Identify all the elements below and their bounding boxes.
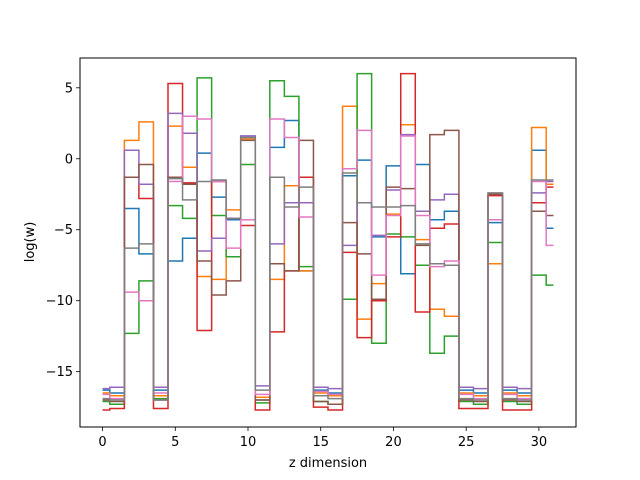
x-tick-label: 10 bbox=[240, 435, 257, 450]
y-tick-label: −5 bbox=[54, 223, 73, 238]
y-tick-label: −15 bbox=[46, 365, 73, 380]
y-axis: −15 −10 −5 0 5 bbox=[46, 81, 80, 380]
x-tick-label: 15 bbox=[312, 435, 329, 450]
y-axis-label: log(w) bbox=[23, 222, 38, 263]
series-line-4 bbox=[102, 72, 554, 411]
x-tick-label: 25 bbox=[458, 435, 475, 450]
x-axis-label: z dimension bbox=[289, 456, 367, 471]
series-line-8 bbox=[102, 136, 554, 401]
series-layer bbox=[102, 72, 554, 411]
x-tick-label: 5 bbox=[171, 435, 179, 450]
x-tick-label: 20 bbox=[385, 435, 402, 450]
x-tick-label: 0 bbox=[98, 435, 106, 450]
y-tick-label: 5 bbox=[65, 81, 73, 96]
series-line-3 bbox=[102, 72, 554, 406]
y-tick-label: 0 bbox=[65, 152, 73, 167]
x-tick-label: 30 bbox=[531, 435, 548, 450]
series-line-6 bbox=[102, 129, 554, 406]
y-tick-label: −10 bbox=[46, 294, 73, 309]
plot-frame bbox=[79, 57, 577, 428]
series-line-7 bbox=[102, 115, 554, 400]
series-line-5 bbox=[102, 112, 554, 390]
series-line-1 bbox=[102, 119, 554, 401]
x-axis: 0 5 10 15 20 25 30 bbox=[98, 427, 547, 450]
series-line-2 bbox=[102, 105, 554, 398]
